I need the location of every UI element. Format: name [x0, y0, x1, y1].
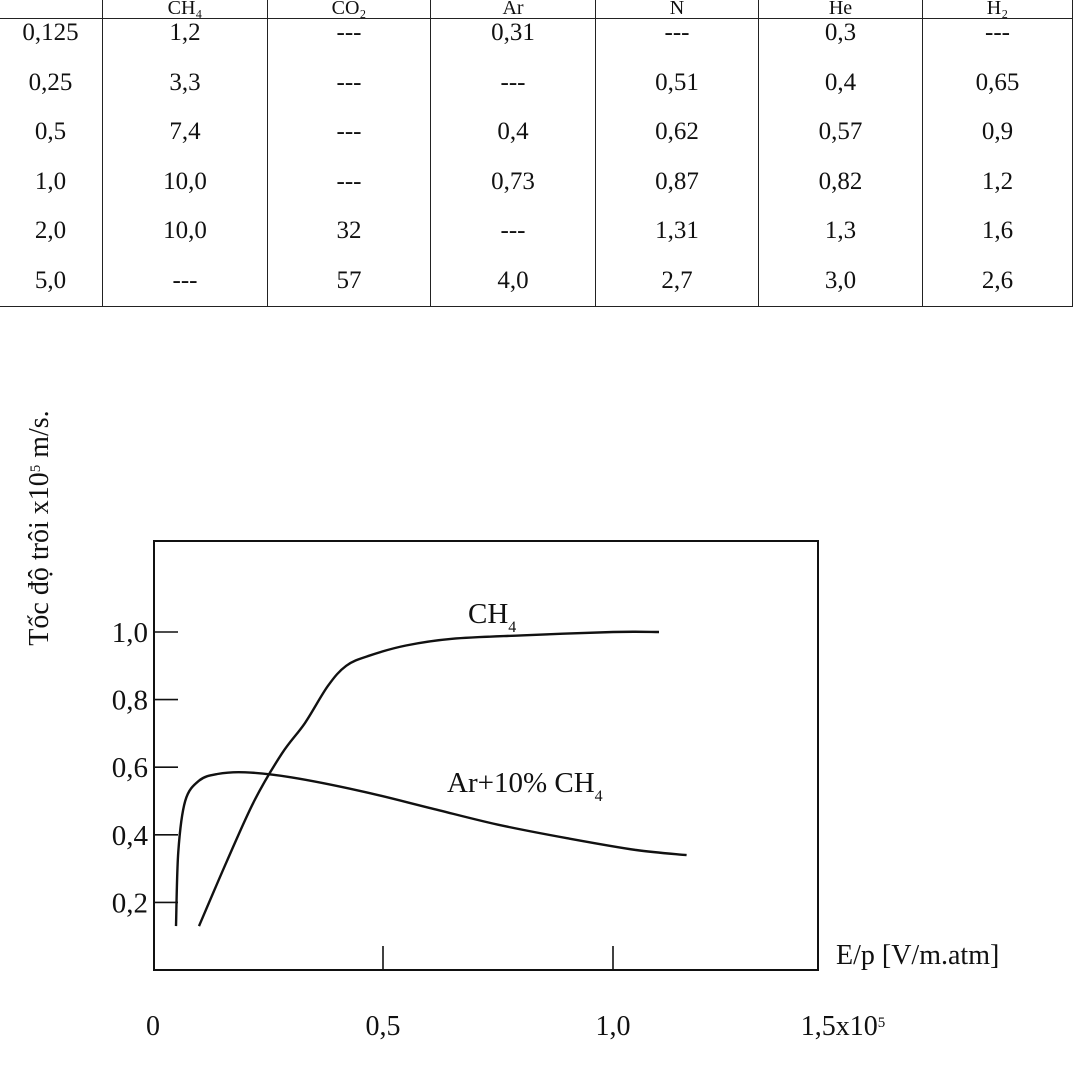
series-label: CH4 — [468, 598, 516, 636]
table-cell: --- — [267, 58, 431, 108]
table-row: 0,5 7,4 --- 0,4 0,62 0,57 0,9 — [0, 107, 1073, 157]
table-cell: --- — [102, 256, 268, 307]
table-cell: 2,6 — [922, 256, 1073, 307]
table-header-cell: N — [595, 0, 759, 19]
table-header-cell: Ar — [430, 0, 596, 19]
table-row: 1,0 10,0 --- 0,73 0,87 0,82 1,2 — [0, 157, 1073, 207]
table-cell: 0,4 — [758, 58, 923, 108]
table-cell: 0,25 — [0, 58, 103, 108]
table-cell: 0,82 — [758, 157, 923, 207]
table-cell: 0,65 — [922, 58, 1073, 108]
table-cell: 0,31 — [430, 18, 596, 58]
y-tick-label: 0,6 — [112, 752, 148, 784]
table-cell: 3,3 — [102, 58, 268, 108]
table-cell: 0,73 — [430, 157, 596, 207]
table-row: 5,0 --- 57 4,0 2,7 3,0 2,6 — [0, 256, 1073, 307]
table-cell: 1,2 — [922, 157, 1073, 207]
y-axis-label: Tốc độ trôi x105 m/s. — [24, 410, 55, 645]
table-cell: 57 — [267, 256, 431, 307]
table-cell: 3,0 — [758, 256, 923, 307]
table-header-row: CH₄ CO₂ Ar N He H₂ — [0, 0, 1073, 19]
table-cell: 5,0 — [0, 256, 103, 307]
table-cell: 1,6 — [922, 206, 1073, 256]
plot-frame — [153, 540, 819, 971]
table-cell: 0,125 — [0, 18, 103, 58]
table-cell: 1,0 — [0, 157, 103, 207]
table-header-cell: He — [758, 0, 923, 19]
series-line-ch4 — [197, 630, 660, 927]
table-cell: 0,4 — [430, 107, 596, 157]
table-cell: 0,51 — [595, 58, 759, 108]
table-header-cell: H₂ — [922, 0, 1073, 19]
table-cell: 10,0 — [102, 157, 268, 207]
table-cell: 10,0 — [102, 206, 268, 256]
table-cell: --- — [430, 206, 596, 256]
table-cell: 1,2 — [102, 18, 268, 58]
table-cell: 0,3 — [758, 18, 923, 58]
table-cell: 2,0 — [0, 206, 103, 256]
table-cell: 1,3 — [758, 206, 923, 256]
table-cell: 0,62 — [595, 107, 759, 157]
x-axis-label: E/p [V/m.atm] — [836, 940, 999, 971]
x-tick-label: 0,5 — [366, 1011, 401, 1042]
table-cell: 1,31 — [595, 206, 759, 256]
y-tick-label: 1,0 — [112, 617, 148, 649]
table-cell: 2,7 — [595, 256, 759, 307]
table-header-cell — [0, 0, 103, 19]
table-cell: 0,57 — [758, 107, 923, 157]
table-cell: 0,9 — [922, 107, 1073, 157]
x-tick-label: 0 — [146, 1011, 160, 1042]
table-cell: 0,87 — [595, 157, 759, 207]
series-label: Ar+10% CH4 — [447, 767, 603, 805]
table-cell: 32 — [267, 206, 431, 256]
table-row: 0,25 3,3 --- --- 0,51 0,4 0,65 — [0, 58, 1073, 108]
table-row: 2,0 10,0 32 --- 1,31 1,3 1,6 — [0, 206, 1073, 256]
table-row: 0,125 1,2 --- 0,31 --- 0,3 --- — [0, 18, 1073, 58]
table-cell: 4,0 — [430, 256, 596, 307]
drift-velocity-table: CH₄ CO₂ Ar N He H₂ 0,125 1,2 --- 0,31 --… — [0, 0, 1073, 307]
table-cell: --- — [267, 107, 431, 157]
table-cell: --- — [267, 18, 431, 58]
table-header-cell: CH₄ — [102, 0, 268, 19]
y-tick-label: 0,2 — [112, 887, 148, 919]
table-cell: 0,5 — [0, 107, 103, 157]
table-header-cell: CO₂ — [267, 0, 431, 19]
table-cell: --- — [595, 18, 759, 58]
table-cell: --- — [922, 18, 1073, 58]
y-tick-label: 0,4 — [112, 820, 149, 852]
data-table-wrapper: CH₄ CO₂ Ar N He H₂ 0,125 1,2 --- 0,31 --… — [0, 0, 1073, 307]
table-cell: --- — [267, 157, 431, 207]
x-tick-label: 1,0 — [596, 1011, 631, 1042]
x-tick-label: 1,5x105 — [801, 1011, 886, 1042]
table-cell: --- — [430, 58, 596, 108]
y-tick-label: 0,8 — [112, 685, 148, 717]
table-cell: 7,4 — [102, 107, 268, 157]
series-line-ar-ch4 — [174, 770, 687, 927]
